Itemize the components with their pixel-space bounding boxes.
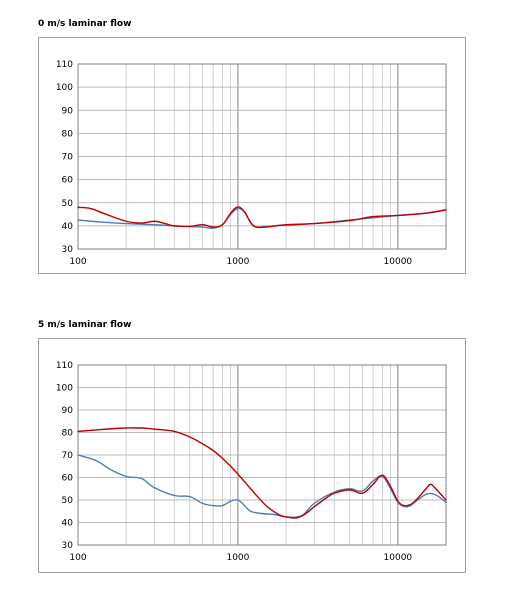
- series-line-red: [77, 427, 447, 519]
- chart-5ms-plot: 30 40 50 60 70 80 90 100 110 100 1000 10000: [56, 361, 447, 563]
- x-tick-label: 1000: [226, 257, 249, 267]
- series-line-blue: [77, 454, 447, 519]
- y-tick-label: 90: [62, 406, 74, 416]
- chart-0ms-laminar-flow: 30 40 50 60 70 80 90 100 110 100 1000 10000: [38, 37, 466, 274]
- y-tick-label: 40: [62, 519, 74, 529]
- chart-5ms-laminar-flow: 30 40 50 60 70 80 90 100 110 100 1000 10000: [38, 338, 466, 573]
- y-tick-label: 30: [62, 541, 74, 551]
- chart-title-5ms: 5 m/s laminar flow: [38, 320, 132, 330]
- y-tick-label: 80: [62, 429, 74, 439]
- x-tick-label: 10000: [384, 257, 413, 267]
- chart-0ms-plot: 30 40 50 60 70 80 90 100 110 100 1000 10000: [56, 60, 447, 267]
- x-tick-label: 10000: [384, 553, 413, 563]
- y-tick-label: 90: [62, 106, 74, 116]
- y-tick-label: 80: [62, 129, 74, 139]
- plot-area-border: [77, 63, 447, 250]
- y-tick-label: 110: [56, 60, 73, 70]
- y-tick-label: 110: [56, 361, 73, 371]
- x-tick-label: 100: [69, 257, 86, 267]
- series-line-red: [77, 206, 447, 229]
- y-tick-label: 100: [56, 384, 73, 394]
- x-tick-label: 100: [69, 553, 86, 563]
- y-tick-label: 50: [62, 199, 74, 209]
- y-tick-label: 50: [62, 496, 74, 506]
- y-tick-label: 40: [62, 222, 74, 232]
- y-tick-label: 100: [56, 83, 73, 93]
- x-tick-label: 1000: [226, 553, 249, 563]
- chart-title-0ms: 0 m/s laminar flow: [38, 19, 132, 29]
- y-tick-label: 70: [62, 451, 74, 461]
- y-tick-label: 70: [62, 153, 74, 163]
- y-tick-label: 60: [62, 176, 74, 186]
- y-tick-label: 30: [62, 245, 74, 255]
- y-tick-label: 60: [62, 474, 74, 484]
